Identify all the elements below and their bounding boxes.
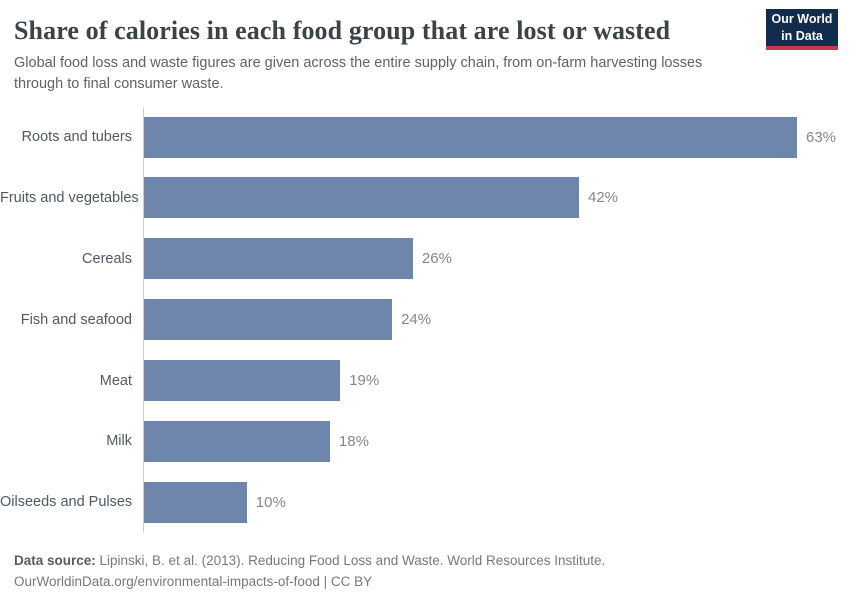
data-source-line: Data source: Lipinski, B. et al. (2013).… [14,550,836,571]
bar-rows: Roots and tubers 63% Fruits and vegetables… [0,107,850,533]
bar-chart: Roots and tubers 63% Fruits and vegetables… [0,106,850,533]
data-source-text: Lipinski, B. et al. (2013). Reducing Foo… [95,552,606,568]
bar[interactable] [143,238,413,280]
owid-logo-line2: in Data [781,28,823,43]
bar-row: Milk 18% [0,411,850,472]
value-label: 10% [255,493,286,511]
bar[interactable] [143,116,797,158]
bar-row: Oilseeds and Pulses 10% [0,472,850,533]
bar-zone: 42% [143,168,850,229]
bar-zone: 10% [143,472,850,533]
chart-footer: Data source: Lipinski, B. et al. (2013).… [14,550,836,592]
value-label: 24% [401,311,432,329]
bar-row: Roots and tubers 63% [0,107,850,168]
bar-zone: 19% [143,350,850,411]
value-label: 26% [421,250,452,268]
page-subtitle: Global food loss and waste figures are g… [14,55,703,92]
value-label: 18% [338,432,369,450]
owid-logo: Our World in Data [766,9,838,50]
category-label: Cereals [82,250,132,267]
bar-row: Cereals 26% [0,228,850,289]
bar[interactable] [143,299,393,341]
chart-header: Share of calories in each food group tha… [0,0,850,95]
value-label: 42% [588,189,619,207]
bar-row: Fruits and vegetables 42% [0,168,850,229]
bar-zone: 24% [143,289,850,350]
category-label: Oilseeds and Pulses [0,494,133,511]
bar[interactable] [143,360,341,402]
data-source-label: Data source: [14,552,96,568]
category-label: Fish and seafood [20,311,132,328]
bar[interactable] [143,420,330,462]
category-label: Fruits and vegetables [0,189,139,206]
license-line: OurWorldinData.org/environmental-impacts… [14,573,373,589]
owid-logo-line1: Our World [771,12,833,27]
bar[interactable] [143,177,579,219]
category-label: Roots and tubers [21,129,132,146]
y-axis-line [143,106,144,533]
bar-zone: 26% [143,228,850,289]
bar-zone: 18% [143,411,850,472]
category-label: Milk [106,433,132,450]
page-title: Share of calories in each food group tha… [14,16,671,45]
value-label: 63% [806,128,837,146]
bar[interactable] [143,481,247,523]
bar-row: Meat 19% [0,350,850,411]
bar-row: Fish and seafood 24% [0,289,850,350]
bar-zone: 63% [143,107,850,168]
value-label: 19% [349,372,380,390]
category-label: Meat [99,372,132,389]
